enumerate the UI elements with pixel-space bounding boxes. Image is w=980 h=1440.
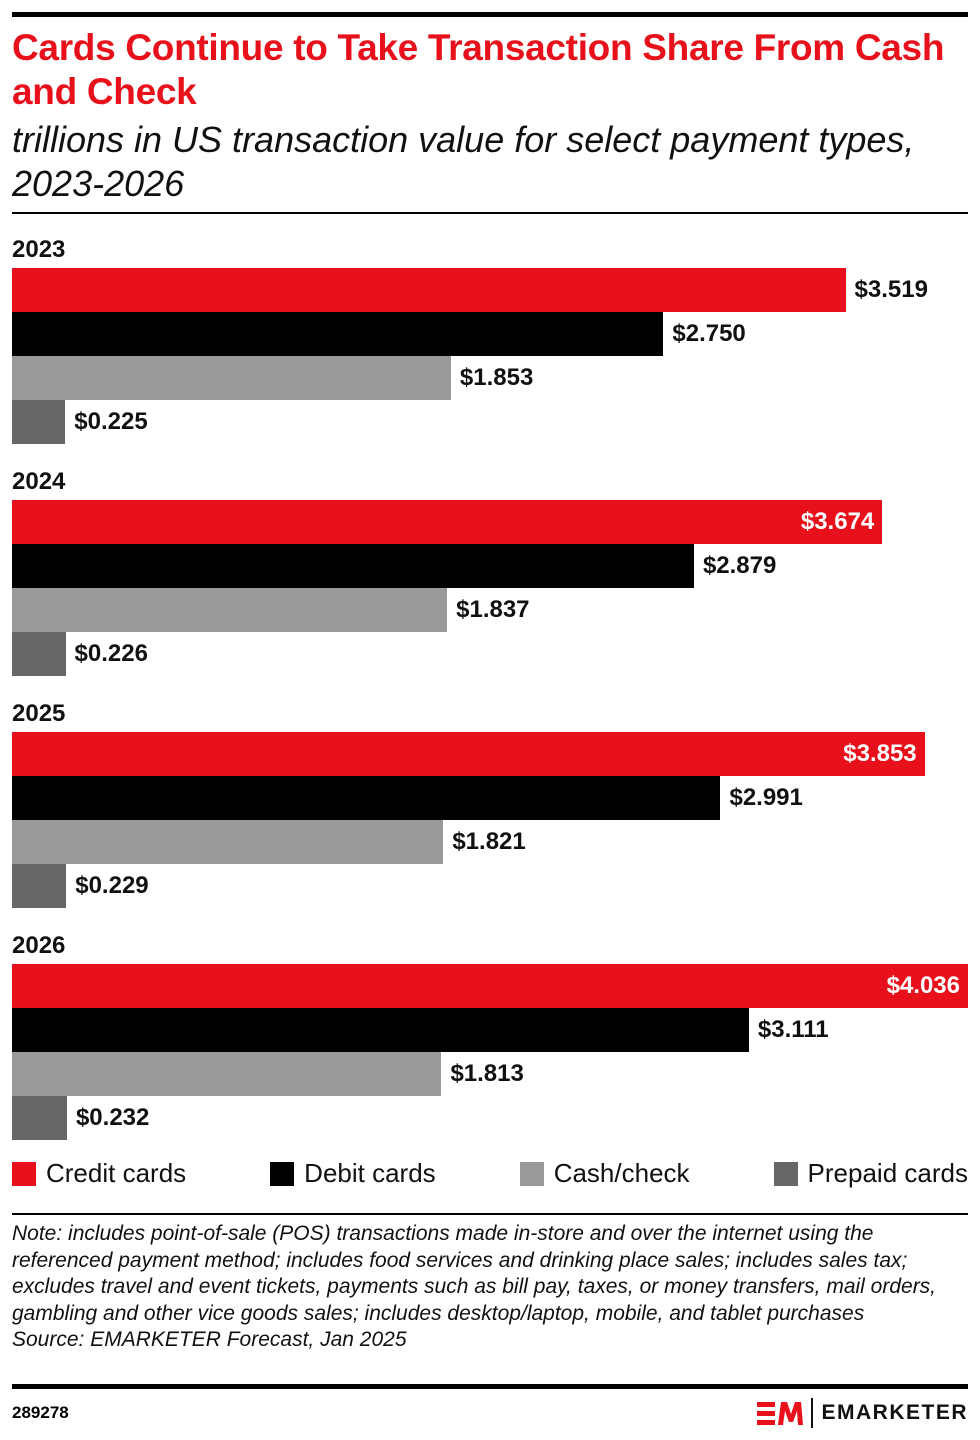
bar-prepaid-cards-2026: [12, 1096, 67, 1140]
logo-divider: [811, 1398, 814, 1428]
bar-prepaid-cards-2023: [12, 400, 66, 444]
bar-credit-cards-2024: [12, 500, 883, 544]
bar-cash-check-2023: [12, 356, 451, 400]
emarketer-logo: EMARKETER: [757, 1398, 968, 1428]
data-label: $2.750: [672, 320, 746, 347]
data-label: $3.674: [800, 508, 875, 535]
bar-debit-cards-2024: [12, 544, 694, 588]
logo-text: EMARKETER: [821, 1401, 968, 1424]
data-label: $0.226: [74, 640, 148, 667]
year-label-2026: 2026: [12, 932, 66, 959]
data-label: $0.229: [75, 872, 149, 899]
data-label: $3.853: [843, 740, 917, 767]
data-label: $1.837: [456, 596, 530, 623]
source: Source: EMARKETER Forecast, Jan 2025: [12, 1328, 407, 1351]
legend-label: Debit cards: [304, 1158, 436, 1188]
legend-swatch: [270, 1161, 295, 1186]
chart-subtitle: trillions in US transaction value for se…: [12, 119, 915, 204]
data-label: $1.813: [450, 1060, 524, 1087]
note-divider: [12, 1213, 968, 1215]
top-rule: [12, 12, 968, 17]
legend: Credit cards Debit cards Cash/check Prepaid…: [12, 1158, 968, 1189]
legend-swatch: [12, 1161, 36, 1186]
note: Note: includes point-of-sale (POS) trans…: [12, 1222, 937, 1325]
legend-item: Credit cards: [12, 1158, 186, 1189]
note-text: Note: includes point-of-sale (POS) trans…: [12, 1221, 968, 1354]
chart-title: Cards Continue to Take Transaction Share…: [12, 27, 945, 112]
year-label-2023: 2023: [12, 236, 66, 263]
bar-debit-cards-2023: [12, 312, 664, 356]
title-divider: [12, 212, 968, 214]
bar-prepaid-cards-2024: [12, 632, 66, 676]
legend-label: Prepaid cards: [807, 1158, 968, 1188]
data-label: $0.225: [74, 408, 148, 435]
legend-item: Debit cards: [270, 1158, 436, 1189]
legend-item: Cash/check: [519, 1158, 690, 1189]
bar-credit-cards-2026: [12, 964, 968, 1008]
legend-swatch: [773, 1161, 798, 1186]
data-label: $0.232: [75, 1104, 150, 1131]
year-label-2025: 2025: [12, 700, 66, 727]
data-label: $3.111: [757, 1016, 829, 1043]
bottom-rule: [12, 1384, 968, 1389]
bar-debit-cards-2026: [12, 1008, 749, 1052]
chart-id: 289278: [12, 1403, 69, 1422]
legend-label: Cash/check: [553, 1158, 690, 1188]
bar-debit-cards-2025: [12, 776, 721, 820]
year-label-2024: 2024: [12, 468, 66, 495]
data-label: $2.879: [702, 552, 777, 579]
data-label: $1.853: [459, 364, 534, 391]
legend-label: Credit cards: [46, 1158, 187, 1188]
legend-item: Prepaid cards: [773, 1158, 968, 1189]
bar-cash-check-2026: [12, 1052, 442, 1096]
bar-cash-check-2024: [12, 588, 448, 632]
data-label: $4.036: [886, 972, 960, 999]
bar-credit-cards-2023: [12, 268, 846, 312]
bar-prepaid-cards-2025: [12, 864, 67, 908]
bar-cash-check-2025: [12, 820, 444, 864]
data-label: $1.821: [452, 828, 526, 855]
data-label: $2.991: [729, 784, 803, 811]
bar-credit-cards-2025: [12, 732, 925, 776]
legend-swatch: [519, 1161, 544, 1186]
em-logo-mark-icon: [757, 1402, 804, 1425]
data-label: $3.519: [854, 276, 928, 303]
